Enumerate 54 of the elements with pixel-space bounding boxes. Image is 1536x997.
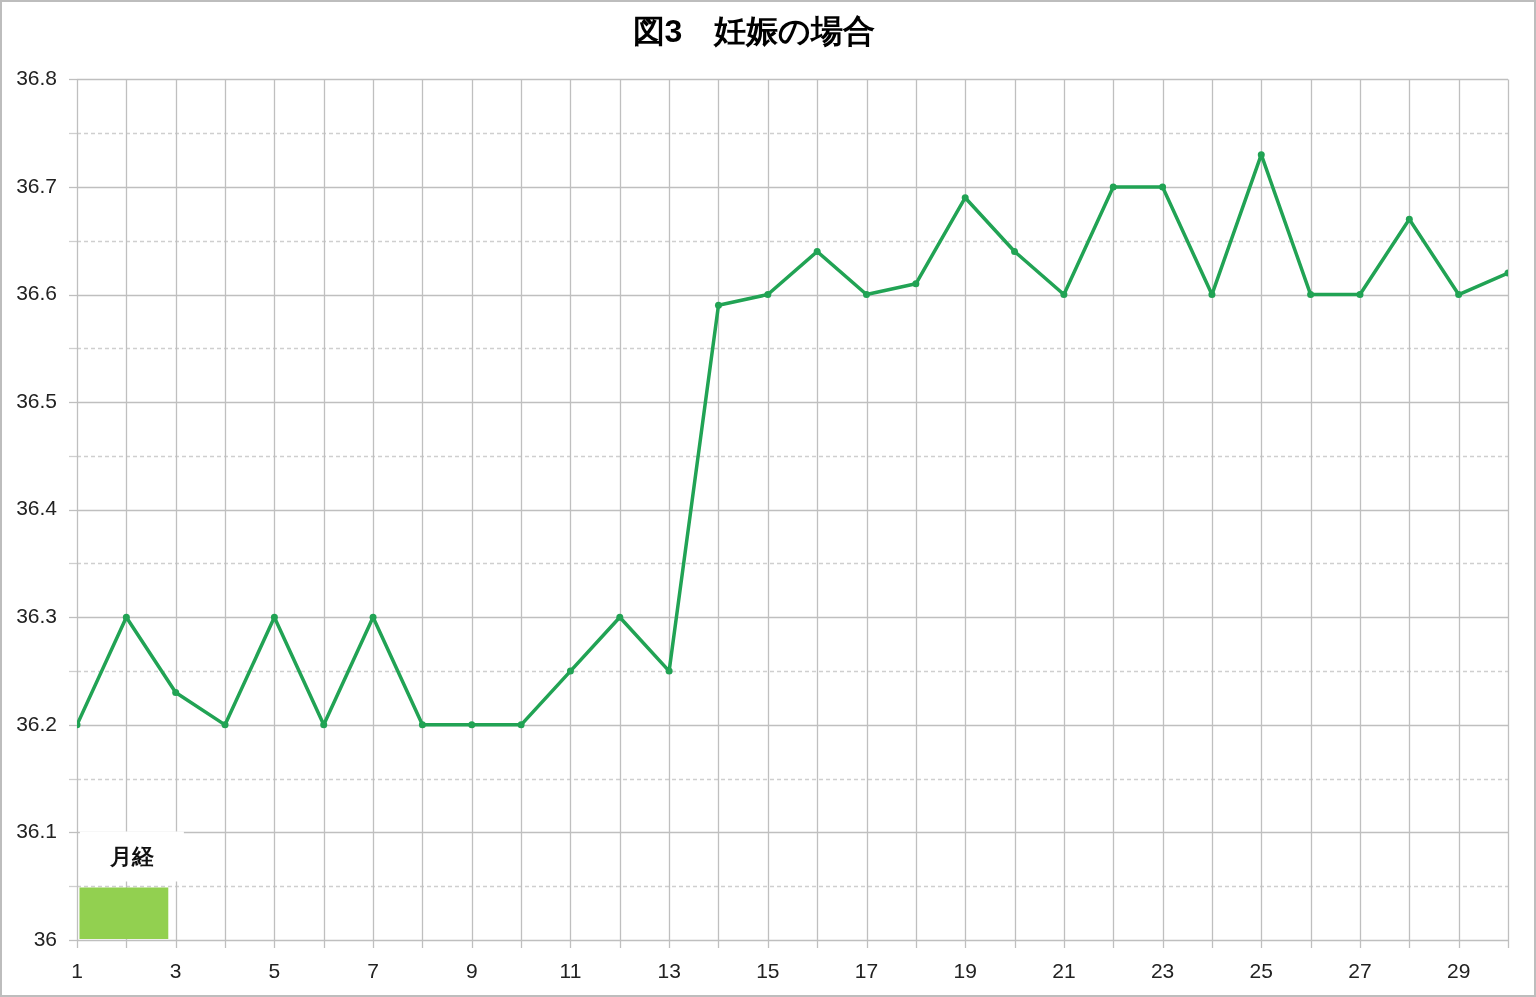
point (566, 667, 574, 675)
point (961, 194, 969, 202)
x-tick-label: 25 (1249, 959, 1273, 983)
x-tick-label: 29 (1446, 959, 1471, 983)
y-tick-label: 36.5 (16, 388, 57, 412)
point (1159, 183, 1167, 191)
y-tick-label: 36.3 (16, 604, 57, 628)
x-tick-label: 19 (953, 959, 977, 983)
y-tick-label: 36.8 (16, 66, 57, 90)
point (863, 291, 871, 299)
x-tick-label: 23 (1150, 959, 1175, 983)
point (1405, 215, 1413, 223)
point (764, 291, 772, 299)
point (320, 721, 328, 729)
point (1356, 291, 1364, 299)
point (912, 280, 920, 288)
point (418, 721, 426, 729)
x-tick-label: 1 (71, 959, 83, 983)
point (1060, 291, 1068, 299)
x-tick-label: 5 (268, 959, 281, 983)
point (714, 301, 722, 309)
x-tick-label: 7 (367, 959, 379, 983)
point (1307, 291, 1315, 299)
x-tick-label: 11 (559, 959, 582, 983)
y-tick-label: 36.1 (16, 819, 57, 843)
point (221, 721, 229, 729)
point (616, 613, 624, 621)
x-tick-label: 13 (657, 959, 681, 983)
x-tick-label: 3 (169, 959, 182, 983)
y-tick-label: 36.4 (16, 496, 58, 520)
y-tick-label: 36.7 (16, 173, 57, 197)
x-tick-label: 21 (1052, 959, 1076, 983)
y-tick-label: 36.6 (16, 281, 57, 305)
point (369, 613, 377, 621)
point (172, 689, 180, 697)
point (1257, 151, 1265, 159)
x-tick-label: 17 (854, 959, 879, 983)
point (1109, 183, 1117, 191)
point (1208, 291, 1216, 299)
point (517, 721, 525, 729)
x-tick-label: 9 (465, 959, 478, 983)
point (122, 613, 130, 621)
point (1011, 248, 1019, 256)
point (665, 667, 673, 675)
band-label: 月経 (108, 843, 154, 869)
y-tick-label: 36.2 (16, 711, 57, 735)
point (1455, 291, 1463, 299)
x-tick-label: 15 (756, 959, 780, 983)
chart-title: 図3 妊娠の場合 (632, 13, 876, 50)
point (468, 721, 476, 729)
y-tick-label: 36 (33, 926, 57, 950)
point (270, 613, 278, 621)
point (813, 248, 821, 256)
x-tick-label: 27 (1348, 959, 1372, 983)
